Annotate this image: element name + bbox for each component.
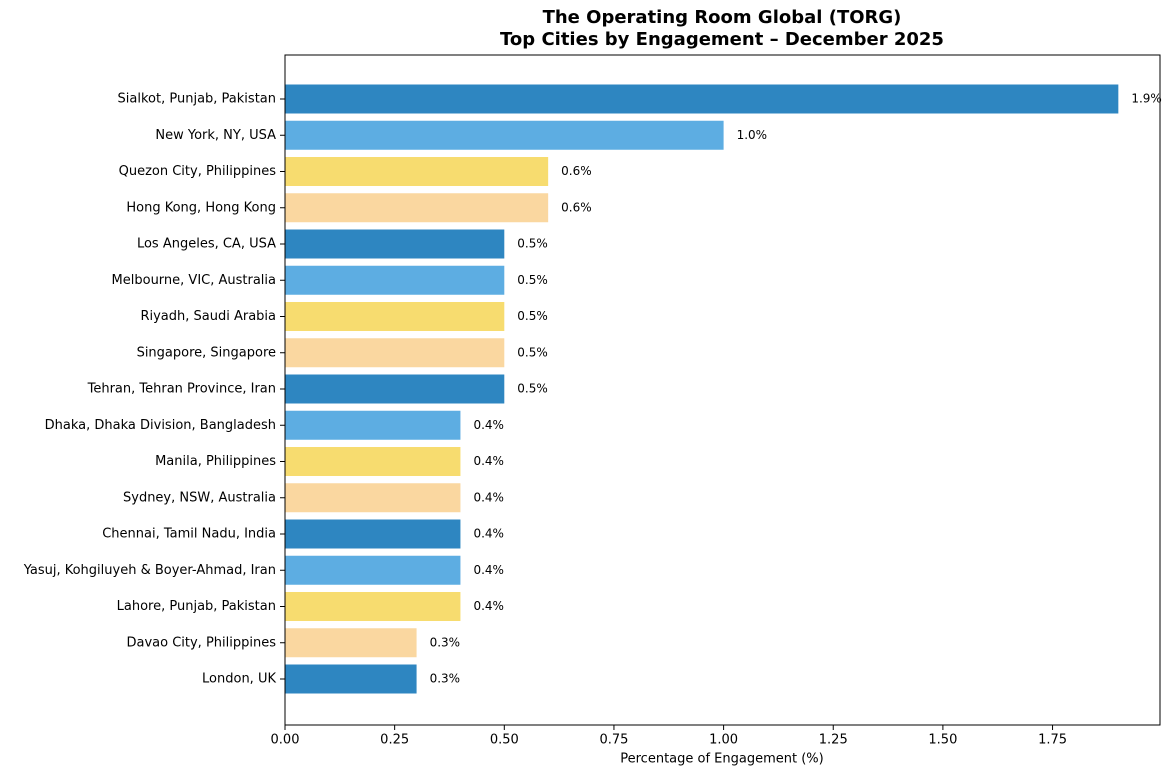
bar	[285, 374, 505, 404]
value-label: 0.4%	[473, 490, 504, 504]
y-tick-label: Manila, Philippines	[155, 454, 276, 469]
value-label: 0.4%	[473, 599, 504, 613]
x-tick-label: 1.25	[819, 733, 848, 748]
y-tick-label: Lahore, Punjab, Pakistan	[117, 599, 276, 614]
value-label: 0.4%	[473, 418, 504, 432]
bar	[285, 193, 549, 223]
x-tick-label: 0.25	[380, 733, 409, 748]
value-label: 0.5%	[517, 345, 548, 359]
value-label: 0.3%	[430, 672, 461, 686]
value-label: 0.3%	[430, 635, 461, 649]
bar	[285, 555, 461, 585]
y-tick-label: Sydney, NSW, Australia	[123, 490, 276, 505]
bar	[285, 410, 461, 440]
y-tick-label: Melbourne, VIC, Australia	[112, 273, 276, 288]
bar	[285, 628, 417, 658]
bar	[285, 338, 505, 368]
value-label: 0.4%	[473, 454, 504, 468]
y-tick-label: Davao City, Philippines	[126, 635, 276, 650]
bar	[285, 302, 505, 331]
y-tick-label: New York, NY, USA	[155, 128, 276, 143]
value-label: 0.5%	[517, 237, 548, 251]
y-tick-label: Yasuj, Kohgiluyeh & Boyer-Ahmad, Iran	[23, 563, 276, 578]
y-tick-label: Dhaka, Dhaka Division, Bangladesh	[45, 418, 276, 433]
plot-frame	[284, 54, 1161, 726]
value-label: 1.0%	[737, 128, 768, 142]
x-axis-label: Percentage of Engagement (%)	[620, 752, 823, 767]
bar	[285, 265, 505, 295]
y-tick-label: Chennai, Tamil Nadu, India	[102, 527, 276, 542]
value-label: 0.4%	[473, 527, 504, 541]
y-tick-label: Singapore, Singapore	[137, 345, 276, 360]
value-label: 0.5%	[517, 273, 548, 287]
value-label: 1.9%	[1131, 92, 1162, 106]
y-tick-label: Quezon City, Philippines	[119, 164, 277, 179]
y-tick-label: Los Angeles, CA, USA	[137, 237, 276, 252]
bar	[285, 483, 461, 513]
y-tick-label: Tehran, Tehran Province, Iran	[87, 382, 276, 397]
chart-title: Top Cities by Engagement – December 2025	[500, 29, 944, 50]
bar	[285, 157, 549, 186]
value-label: 0.5%	[517, 382, 548, 396]
value-label: 0.4%	[473, 563, 504, 577]
bar	[285, 84, 1119, 114]
x-tick-label: 0.75	[599, 733, 628, 748]
bar	[285, 664, 417, 694]
y-tick-label: Sialkot, Punjab, Pakistan	[118, 92, 276, 107]
x-tick-label: 1.75	[1038, 733, 1067, 748]
x-tick-label: 0.50	[490, 733, 519, 748]
bar	[285, 519, 461, 549]
bar	[285, 592, 461, 621]
x-tick-label: 1.50	[928, 733, 957, 748]
bar	[285, 447, 461, 476]
bar	[285, 120, 724, 150]
y-tick-label: Riyadh, Saudi Arabia	[140, 309, 276, 324]
value-label: 0.6%	[561, 164, 592, 178]
y-tick-label: London, UK	[202, 672, 276, 687]
bar	[285, 229, 505, 259]
y-tick-label: Hong Kong, Hong Kong	[126, 200, 276, 215]
x-tick-label: 0.00	[271, 733, 300, 748]
chart-title: The Operating Room Global (TORG)	[543, 7, 902, 28]
x-tick-label: 1.00	[709, 733, 738, 748]
value-label: 0.5%	[517, 309, 548, 323]
value-label: 0.6%	[561, 200, 592, 214]
